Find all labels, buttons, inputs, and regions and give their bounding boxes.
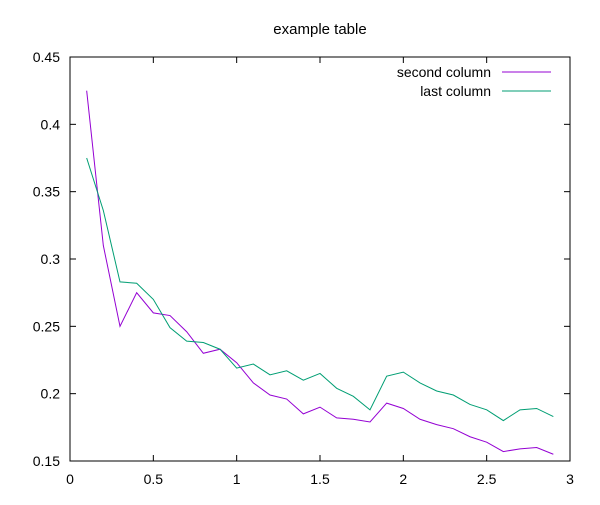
axis-ticks: 0 0.5 1 1.5 2 2.5 3 0.15 0.2 0.25 0.3 0.35 0.4 0.45 bbox=[33, 49, 574, 487]
legend-item: second column bbox=[397, 64, 551, 80]
x-tick-label: 2 bbox=[399, 471, 407, 487]
y-tick-label: 0.4 bbox=[41, 116, 61, 132]
y-tick-label: 0.35 bbox=[33, 184, 60, 200]
x-tick-label: 1 bbox=[233, 471, 241, 487]
y-tick-label: 0.15 bbox=[33, 453, 60, 469]
legend-label: last column bbox=[420, 83, 491, 99]
x-tick-label: 0.5 bbox=[144, 471, 164, 487]
legend: second column last column bbox=[397, 64, 551, 99]
plot-frame bbox=[69, 56, 571, 462]
chart-title: example table bbox=[273, 21, 366, 38]
legend-item: last column bbox=[420, 83, 551, 99]
legend-label: second column bbox=[397, 64, 491, 80]
series-line-1 bbox=[86, 90, 554, 455]
x-tick-label: 0 bbox=[66, 471, 74, 487]
y-tick-label: 0.3 bbox=[41, 251, 61, 267]
y-tick-label: 0.45 bbox=[33, 49, 60, 65]
plot-area bbox=[86, 90, 554, 455]
x-tick-label: 2.5 bbox=[477, 471, 497, 487]
series-line-2 bbox=[86, 157, 554, 422]
y-tick-label: 0.25 bbox=[33, 318, 60, 334]
x-tick-label: 1.5 bbox=[310, 471, 330, 487]
y-tick-label: 0.2 bbox=[41, 386, 61, 402]
x-tick-label: 3 bbox=[566, 471, 574, 487]
